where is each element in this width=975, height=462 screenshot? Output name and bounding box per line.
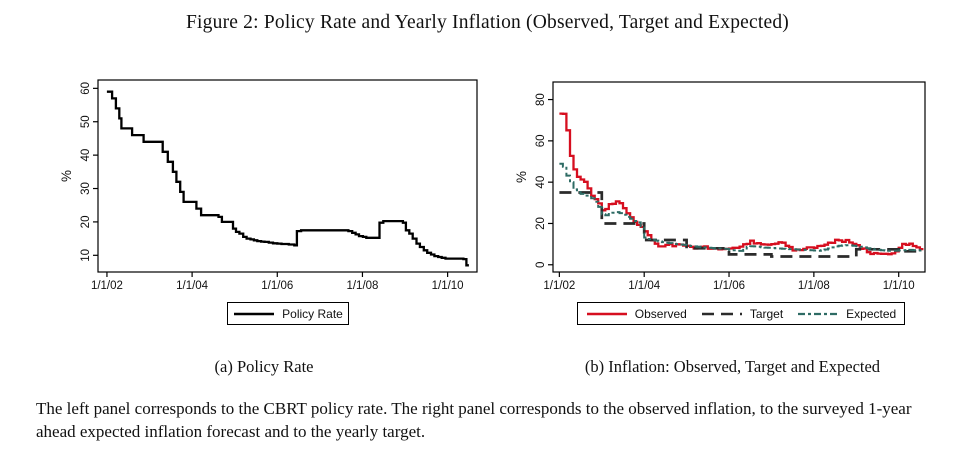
policy-rate-chart: 10 20 30 40 50 60 1/1/02 1/1/04 1/1/06 1/1/08 1/1/… [59,79,478,292]
inflation-chart: 0 20 40 60 80 1/1/02 1/1/04 1/1/06 1/1/08 1/1/10% [514,81,926,292]
y-tick-label: 40 [80,149,92,162]
legend-item-expected: Expected [797,307,896,321]
y-tick-label: 20 [80,216,92,229]
y-tick-label: 60 [80,82,92,95]
x-tick-label: 1/1/04 [176,280,209,292]
y-tick-label: 0 [535,262,547,268]
x-tick-label: 1/1/02 [91,280,123,292]
panel-b-caption: (b) Inflation: Observed, Target and Expe… [584,357,881,376]
y-tick-label: 80 [535,93,547,106]
policy-rate-legend: Policy Rate [227,302,349,325]
y-tick-label: 30 [80,182,92,195]
x-tick-label: 1/1/08 [346,280,378,292]
series-expected [559,162,924,252]
x-tick-label: 1/1/06 [713,280,745,292]
legend-label: Expected [846,306,897,321]
y-tick-label: 40 [535,176,547,189]
series-target [559,191,922,258]
x-tick-label: 1/1/04 [628,280,661,292]
inflation-legend: Observed Target Expected [577,302,905,325]
y-tick-label: 10 [80,249,92,262]
y-axis-label: % [59,170,74,182]
legend-label: Target [749,306,784,321]
x-tick-label: 1/1/06 [261,280,293,292]
figure-note: The left panel corresponds to the CBRT p… [36,399,912,442]
x-tick-label: 1/1/08 [798,280,830,292]
y-tick-label: 50 [80,115,92,128]
dashdot-line-sample-icon [798,312,839,315]
solid-line-sample-icon [586,312,627,315]
longdash-line-sample-icon [701,312,742,315]
series-observed [559,112,924,256]
y-tick-label: 20 [535,217,547,230]
x-tick-label: 1/1/10 [883,280,915,292]
plot-frame [97,79,478,273]
legend-item-policy-rate: Policy Rate [233,307,343,321]
y-tick-label: 60 [535,134,547,147]
panel-a-caption: (a) Policy Rate [214,357,314,376]
legend-label: Policy Rate [282,306,343,321]
plot-frame [552,81,926,273]
x-tick-label: 1/1/02 [543,280,575,292]
legend-label: Observed [634,306,687,321]
legend-item-target: Target [701,307,783,321]
series-policy-rate [106,90,469,267]
y-axis-label: % [514,171,529,183]
x-tick-label: 1/1/10 [432,280,464,292]
solid-line-sample-icon [234,312,275,315]
figure-title: Figure 2: Policy Rate and Yearly Inflati… [186,12,789,33]
legend-item-observed: Observed [586,307,687,321]
